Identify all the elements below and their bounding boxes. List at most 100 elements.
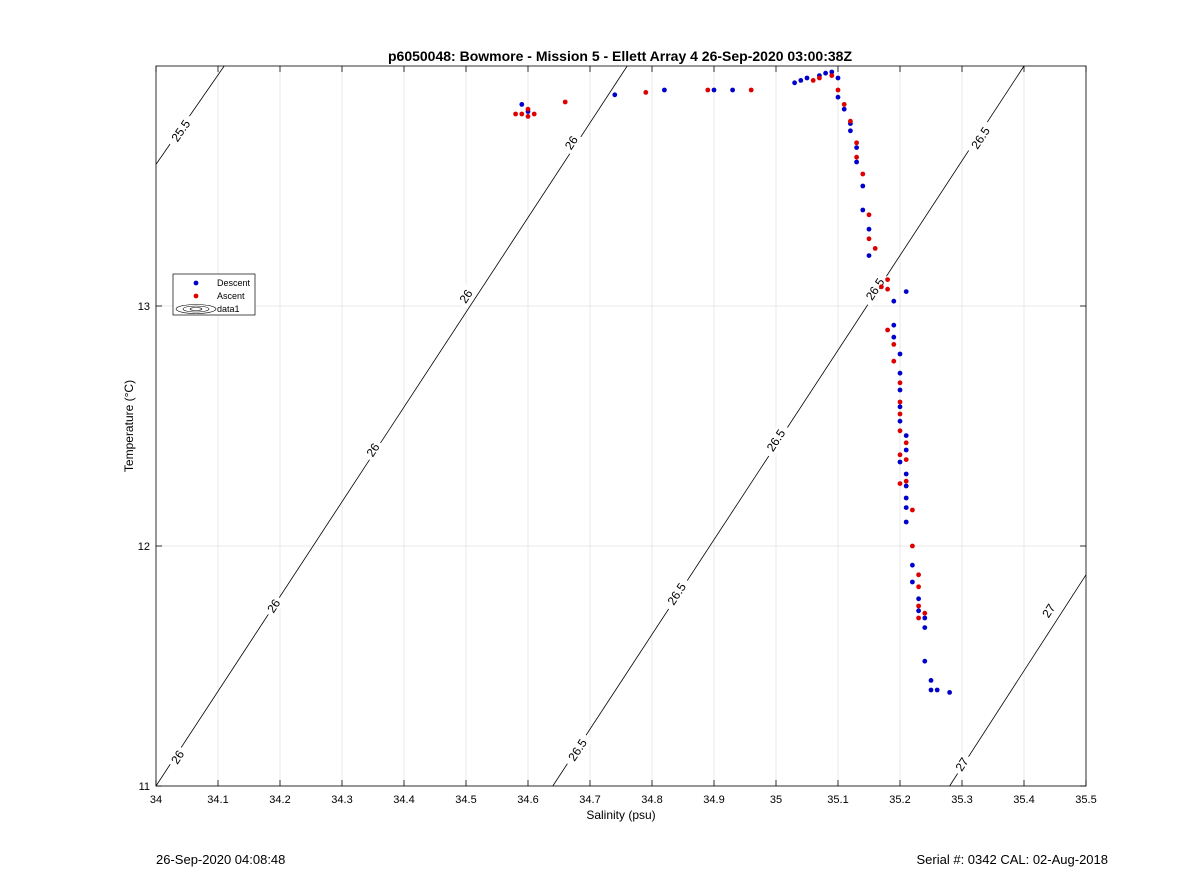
point-ascent [841,102,847,107]
point-ascent [916,603,921,609]
isopycnal-label: 26 [262,593,286,619]
point-ascent [829,73,835,78]
point-ascent [910,543,915,549]
isopycnal-line [949,574,1087,787]
point-ascent [854,140,859,146]
point-ascent [705,87,711,93]
x-tick-label: 34.6 [517,794,538,806]
point-ascent [519,111,525,117]
x-tick-label: 34.7 [579,794,600,806]
y-tick-label: 11 [139,781,150,793]
point-ascent [916,584,921,590]
point-ascent [860,171,866,177]
x-tick-label: 34.8 [641,794,662,806]
x-axis-label: Salinity (psu) [586,808,655,822]
point-ascent [879,284,884,290]
point-descent [792,80,797,86]
point-ascent [897,399,903,405]
point-descent [916,596,921,602]
point-descent [903,433,909,438]
point-descent [662,87,667,93]
point-descent [928,678,934,683]
point-ascent [810,78,816,83]
point-descent [910,562,915,568]
point-ascent [903,478,909,484]
point-descent [922,625,928,630]
point-ascent [866,236,872,242]
point-descent [928,687,934,693]
point-descent [897,418,903,424]
point-descent [916,608,921,614]
point-ascent [910,507,915,513]
isopycnal-label: 27 [1037,598,1061,623]
point-ascent [562,99,568,105]
isopycnal-label: 26 [166,744,190,770]
y-tick-label: 12 [138,541,150,553]
chart-title: p6050048: Bowmore - Mission 5 - Ellett A… [388,48,852,64]
point-descent [860,207,866,213]
point-descent [860,183,866,189]
isopycnal-label: 26 [560,130,583,156]
point-ascent [916,572,921,578]
point-ascent [817,75,822,81]
legend-marker-descent [193,280,199,286]
point-ascent [897,411,903,417]
x-tick-label: 35.2 [889,794,910,806]
point-ascent [897,452,903,458]
point-descent [866,253,872,258]
point-descent [947,690,952,695]
point-descent [835,94,841,100]
point-ascent [848,118,853,124]
point-descent [897,404,903,410]
x-tick-label: 34 [150,794,162,806]
point-ascent [885,286,890,292]
point-ascent [916,615,921,621]
isopycnal-label: 26 [454,284,478,309]
x-tick-label: 34.9 [703,794,724,806]
y-axis: 11 12 13 [138,301,1086,793]
point-ascent [835,87,841,93]
point-ascent [643,90,649,95]
point-descent [903,447,909,453]
point-ascent [903,440,909,446]
point-ascent [525,114,531,119]
plot-area [156,66,1086,786]
point-descent [903,495,909,501]
x-tick-label: 35.4 [1013,794,1034,806]
point-descent [711,87,717,93]
point-descent [854,159,859,165]
point-ascent [897,428,903,434]
point-descent [891,334,897,340]
legend-label-data1: data1 [217,304,240,314]
y-axis-label: Temperature (°C) [122,380,136,472]
point-ascent [903,457,909,462]
point-descent [841,106,847,112]
x-tick-label: 35 [770,794,782,806]
isopycnal-line [155,65,225,165]
data-points [513,69,952,695]
point-descent [897,351,903,357]
legend-marker-contour-icon [175,304,217,314]
point-descent [829,69,835,75]
point-descent [922,615,928,621]
point-ascent [513,111,518,117]
serial-calibration: Serial #: 0342 CAL: 02-Aug-2018 [916,852,1108,867]
legend-box [172,273,256,316]
point-descent [897,459,903,465]
x-tick-label: 34.4 [393,794,414,806]
point-descent [903,471,909,477]
isopycnal-line [155,65,628,787]
point-descent [903,289,909,294]
point-descent [854,145,859,151]
point-ascent [866,212,872,218]
point-descent [866,226,872,232]
isopycnal-label: 26 [361,437,385,463]
x-tick-label: 34.2 [269,794,290,806]
legend[interactable]: Descent Ascent data1 [172,273,256,316]
point-descent [903,505,909,510]
x-tick-label: 35.5 [1075,794,1096,806]
legend-marker-ascent [193,293,199,299]
point-descent [903,483,909,489]
